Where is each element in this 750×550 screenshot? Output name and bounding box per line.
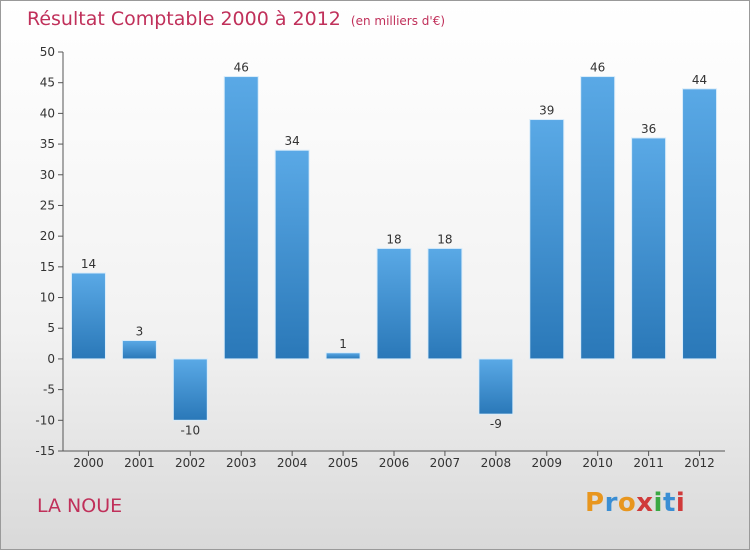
bar [376,247,412,360]
bar [631,137,667,360]
x-tick-label: 2004 [277,456,308,470]
bar-value-label: 34 [285,134,300,148]
y-tick-label: 25 [40,198,55,212]
y-tick-label: 10 [40,291,55,305]
logo-letter: i [653,488,663,518]
bar-value-label: 18 [386,232,401,246]
x-tick-label: 2007 [430,456,461,470]
logo-letter: r [604,488,618,518]
bar [325,352,361,360]
bar [580,76,616,360]
logo-letter: i [675,488,686,518]
y-tick-label: 45 [40,76,55,90]
bar-value-label: 14 [81,257,96,271]
bar-value-label: 3 [136,325,144,339]
bar-value-label: 36 [641,122,656,136]
x-tick-label: 2005 [328,456,359,470]
y-tick-label: 0 [47,352,55,366]
bar [172,358,208,421]
y-tick-label: 40 [40,106,55,120]
bar-value-label: 46 [234,61,249,75]
bar [427,247,463,360]
logo-letter: t [662,488,676,518]
bar-value-label: 44 [692,73,707,87]
x-tick-label: 2009 [531,456,562,470]
x-tick-label: 2011 [633,456,664,470]
y-tick-label: -5 [43,383,55,397]
x-tick-label: 2003 [226,456,257,470]
y-tick-label: 15 [40,260,55,274]
chart-title: Résultat Comptable 2000 à 2012 (en millie… [27,8,445,30]
x-tick-label: 2008 [481,456,512,470]
y-tick-label: 5 [47,321,55,335]
x-tick-label: 2010 [582,456,613,470]
proxiti-logo: Proxiti [585,488,685,518]
bar [274,149,310,360]
bar-value-label: -10 [181,423,201,437]
y-tick-label: 50 [40,45,55,59]
y-tick-label: 35 [40,137,55,151]
bar-value-label: 18 [437,232,452,246]
logo-letter: o [617,488,637,518]
y-tick-label: -15 [35,444,55,458]
title-text: Résultat Comptable 2000 à 2012 [27,8,341,30]
logo-letter: x [636,488,654,518]
bar-value-label: 1 [339,337,347,351]
bar-value-label: 46 [590,61,605,75]
bar [682,88,718,360]
x-tick-label: 2002 [175,456,206,470]
bar [529,119,565,360]
bar [121,340,157,360]
y-tick-label: 20 [40,229,55,243]
title-unit: (en milliers d'€) [350,14,446,28]
x-tick-label: 2006 [379,456,410,470]
bar-value-label: 39 [539,104,554,118]
x-tick-label: 2001 [124,456,155,470]
commune-name: LA NOUE [37,495,123,517]
x-tick-label: 2000 [73,456,104,470]
bar-value-label: -9 [490,417,502,431]
logo-letter: P [585,488,605,518]
x-tick-label: 2012 [684,456,715,470]
bar [223,76,259,360]
bar [70,272,106,360]
y-tick-label: 30 [40,168,55,182]
bar [478,358,514,415]
y-tick-label: -10 [35,413,55,427]
